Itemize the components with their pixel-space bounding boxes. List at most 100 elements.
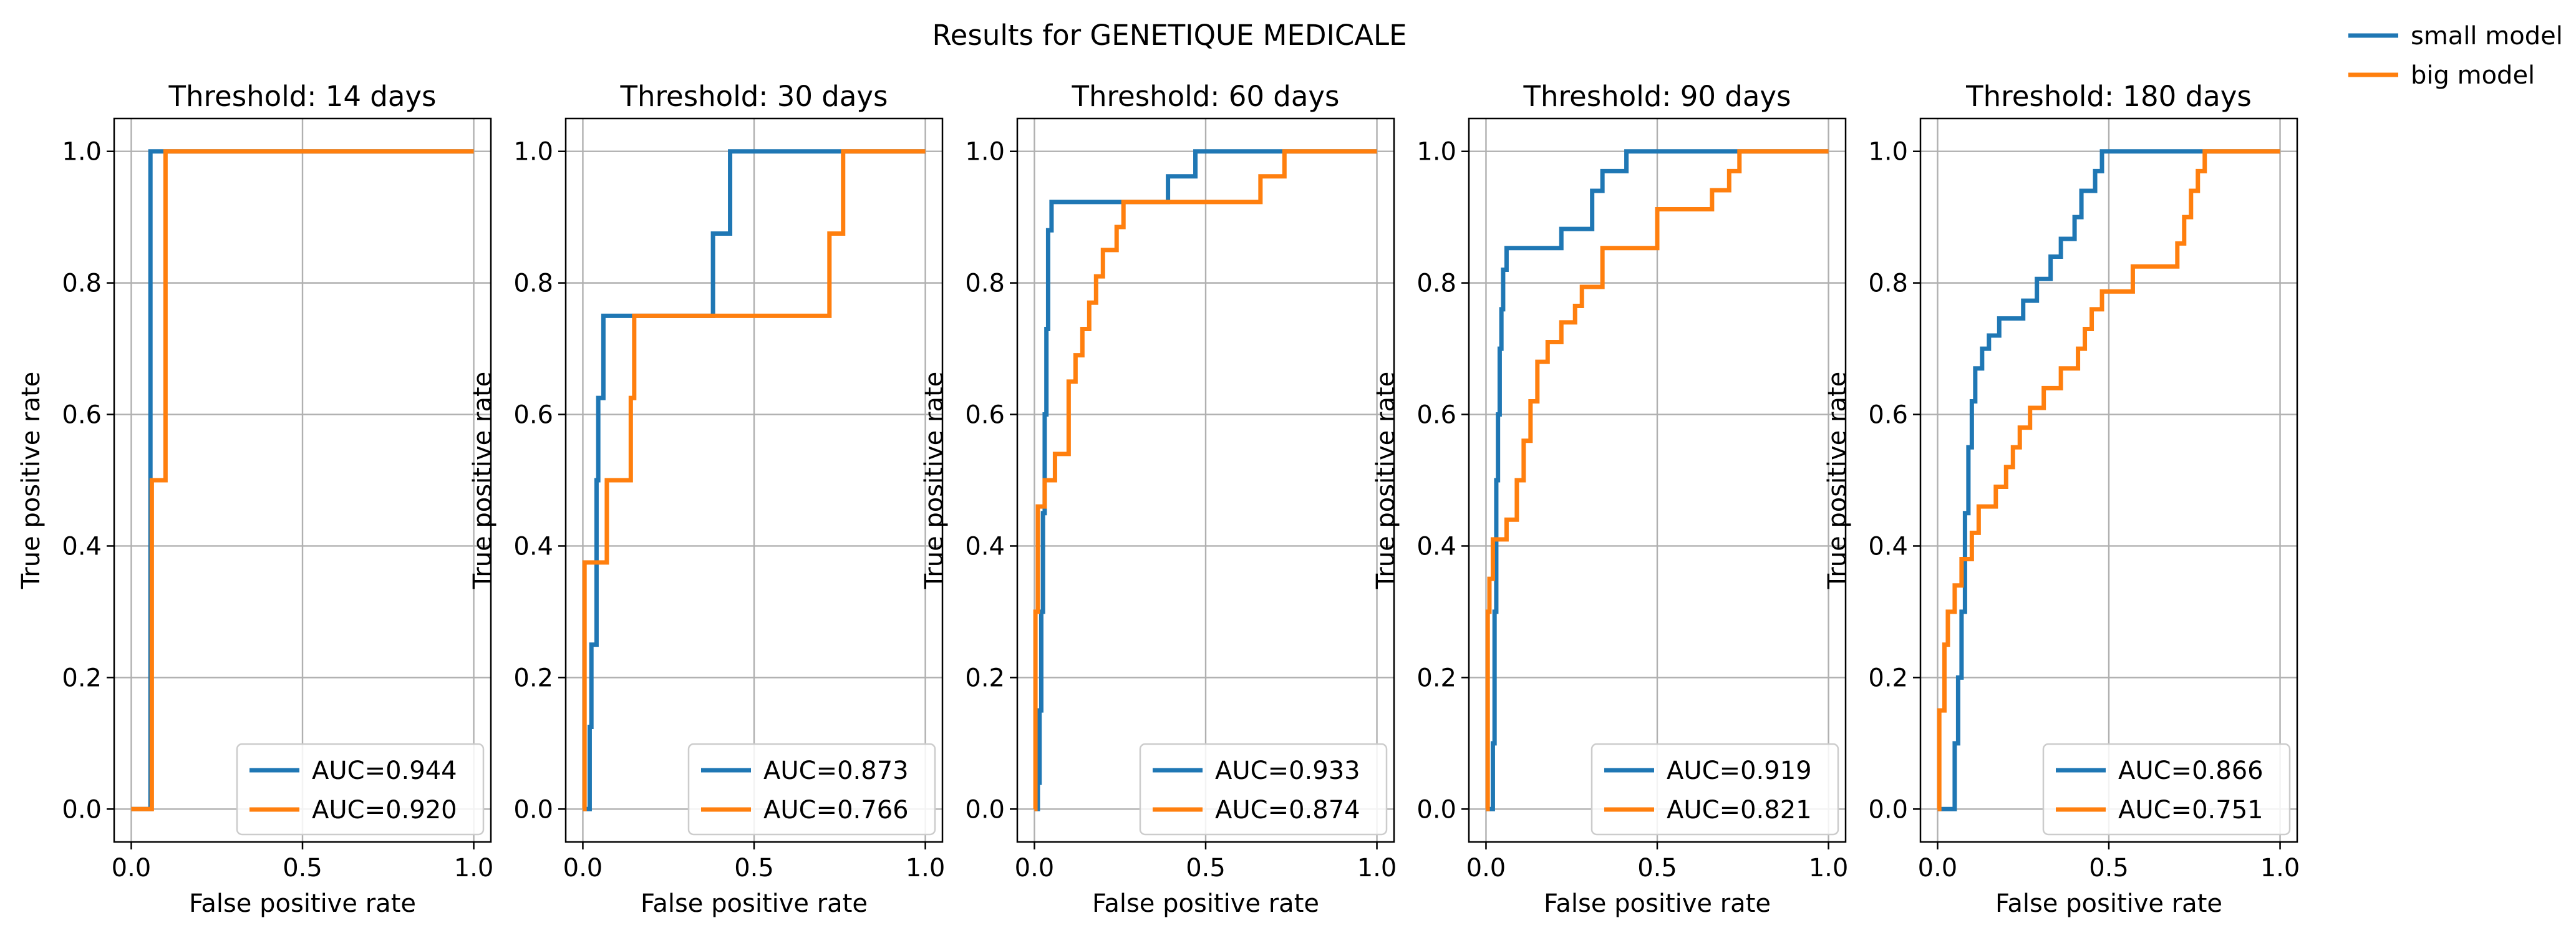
- y-tick-label: 0.4: [965, 532, 1005, 561]
- x-tick-label: 1.0: [454, 854, 494, 882]
- figure-legend-label: small model: [2411, 22, 2563, 51]
- auc-legend: AUC=0.873 AUC=0.766: [687, 743, 936, 836]
- panel-title: Threshold: 90 days: [1523, 80, 1791, 113]
- roc-curve-big-model: [131, 149, 474, 811]
- x-tick-label: 0.0: [563, 854, 603, 882]
- roc-curve-big-model: [1033, 149, 1377, 811]
- x-axis-label: False positive rate: [641, 889, 868, 918]
- legend-auc-label: AUC=0.873: [763, 757, 909, 785]
- y-tick-label: 0.4: [513, 532, 553, 561]
- legend-auc-label: AUC=0.766: [763, 796, 909, 824]
- y-axis-label: True positive rate: [920, 372, 949, 590]
- roc-curve-small-model: [1486, 149, 1829, 811]
- legend-auc-label: AUC=0.944: [312, 757, 457, 785]
- y-tick-label: 0.0: [1868, 795, 1908, 824]
- x-axis-label: False positive rate: [1995, 889, 2222, 918]
- y-tick-label: 0.0: [513, 795, 553, 824]
- y-tick-label: 0.8: [62, 269, 102, 298]
- roc-panel: Threshold: 60 days 0.0 0.5 1.0 0.0 0.2 0.4 0.6 0…: [920, 80, 1397, 918]
- y-tick-label: 1.0: [62, 138, 102, 167]
- legend-box: [1591, 743, 1839, 836]
- y-tick-label: 0.8: [513, 269, 553, 298]
- x-tick-label: 0.5: [2089, 854, 2129, 882]
- panel-title: Threshold: 30 days: [619, 80, 888, 113]
- figure-legend-label: big model: [2411, 61, 2535, 90]
- roc-curve-small-model: [1937, 149, 2280, 811]
- y-tick-label: 0.2: [62, 664, 102, 692]
- x-tick-label: 0.0: [112, 854, 152, 882]
- y-tick-label: 1.0: [965, 138, 1005, 167]
- y-tick-label: 0.2: [1868, 664, 1908, 692]
- legend-auc-label: AUC=0.866: [2118, 757, 2264, 785]
- legend-box: [687, 743, 936, 836]
- x-axis-label: False positive rate: [1544, 889, 1771, 918]
- legend-auc-label: AUC=0.919: [1667, 757, 1812, 785]
- x-tick-label: 0.0: [1015, 854, 1055, 882]
- legend-auc-label: AUC=0.874: [1215, 796, 1360, 824]
- auc-legend: AUC=0.919 AUC=0.821: [1591, 743, 1839, 836]
- y-tick-label: 0.8: [1868, 269, 1908, 298]
- x-tick-label: 0.0: [1466, 854, 1506, 882]
- x-tick-label: 1.0: [1357, 854, 1397, 882]
- y-tick-label: 0.0: [1416, 795, 1456, 824]
- legend-box: [2042, 743, 2291, 836]
- legend-auc-label: AUC=0.751: [2118, 796, 2264, 824]
- legend-box: [236, 743, 485, 836]
- x-tick-label: 1.0: [1809, 854, 1849, 882]
- y-tick-label: 0.2: [513, 664, 553, 692]
- roc-curve-big-model: [582, 149, 926, 811]
- y-tick-label: 0.4: [1416, 532, 1456, 561]
- roc-curve-small-model: [583, 149, 926, 811]
- legend-box: [1139, 743, 1388, 836]
- roc-panel: Threshold: 14 days 0.0 0.5 1.0 0.0 0.2 0.4 0.6 0…: [17, 80, 493, 918]
- y-tick-label: 1.0: [1868, 138, 1908, 167]
- y-tick-label: 0.6: [62, 401, 102, 430]
- y-tick-label: 0.6: [965, 401, 1005, 430]
- y-tick-label: 0.8: [965, 269, 1005, 298]
- x-tick-label: 1.0: [2260, 854, 2300, 882]
- x-axis-label: False positive rate: [1092, 889, 1319, 918]
- roc-panel: Threshold: 90 days 0.0 0.5 1.0 0.0 0.2 0.4 0.6 0…: [1372, 80, 1848, 918]
- x-tick-label: 0.5: [1186, 854, 1226, 882]
- panel-title: Threshold: 60 days: [1071, 80, 1339, 113]
- y-axis-label: True positive rate: [1823, 372, 1852, 590]
- y-tick-label: 0.4: [1868, 532, 1908, 561]
- x-tick-label: 0.5: [1637, 854, 1677, 882]
- legend-auc-label: AUC=0.920: [312, 796, 457, 824]
- x-tick-label: 0.5: [734, 854, 774, 882]
- x-tick-label: 0.5: [283, 854, 322, 882]
- y-tick-label: 0.2: [965, 664, 1005, 692]
- figure-title: Results for GENETIQUE MEDICALE: [932, 19, 1407, 52]
- y-tick-label: 0.6: [1868, 401, 1908, 430]
- panel-title: Threshold: 14 days: [168, 80, 436, 113]
- y-tick-label: 0.6: [513, 401, 553, 430]
- y-tick-label: 0.6: [1416, 401, 1456, 430]
- roc-panel: Threshold: 180 days 0.0 0.5 1.0 0.0 0.2 0.4 0.6…: [1823, 80, 2300, 918]
- y-tick-label: 0.2: [1416, 664, 1456, 692]
- y-axis-label: True positive rate: [468, 372, 497, 590]
- figure-legend: small model big model: [2348, 22, 2563, 90]
- roc-curve-big-model: [1937, 149, 2280, 811]
- y-axis-label: True positive rate: [1372, 372, 1400, 590]
- legend-auc-label: AUC=0.933: [1215, 757, 1360, 785]
- y-tick-label: 0.8: [1416, 269, 1456, 298]
- y-tick-label: 1.0: [1416, 138, 1456, 167]
- y-tick-label: 0.4: [62, 532, 102, 561]
- x-axis-label: False positive rate: [189, 889, 416, 918]
- auc-legend: AUC=0.944 AUC=0.920: [236, 743, 485, 836]
- x-tick-label: 1.0: [906, 854, 946, 882]
- roc-curve-small-model: [1034, 149, 1377, 811]
- roc-curve-big-model: [1485, 149, 1829, 811]
- y-axis-label: True positive rate: [17, 372, 46, 590]
- auc-legend: AUC=0.933 AUC=0.874: [1139, 743, 1388, 836]
- roc-panel: Threshold: 30 days 0.0 0.5 1.0 0.0 0.2 0.4 0.6 0…: [468, 80, 945, 918]
- legend-auc-label: AUC=0.821: [1667, 796, 1812, 824]
- x-tick-label: 0.0: [1918, 854, 1958, 882]
- roc-panels: Threshold: 14 days 0.0 0.5 1.0 0.0 0.2 0.4 0.6 0…: [17, 80, 2300, 918]
- panel-title: Threshold: 180 days: [1965, 80, 2252, 113]
- y-tick-label: 0.0: [62, 795, 102, 824]
- y-tick-label: 0.0: [965, 795, 1005, 824]
- auc-legend: AUC=0.866 AUC=0.751: [2042, 743, 2291, 836]
- y-tick-label: 1.0: [513, 138, 553, 167]
